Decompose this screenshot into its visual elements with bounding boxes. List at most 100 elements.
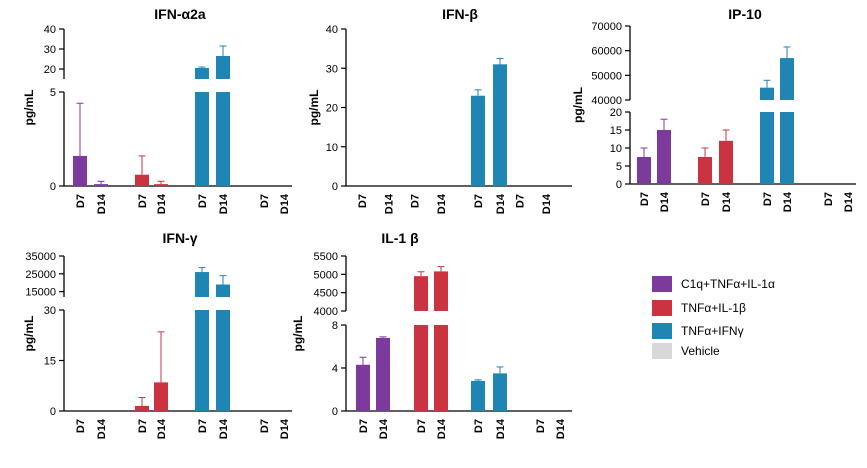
y-tick-label: 15 bbox=[610, 125, 622, 137]
chart-title: IFN-β bbox=[442, 6, 478, 22]
x-tick-label: D14 bbox=[96, 418, 108, 439]
bar bbox=[135, 405, 149, 411]
y-tick-label: 15000 bbox=[25, 287, 56, 299]
bar bbox=[760, 112, 774, 184]
bar-upper bbox=[216, 284, 230, 297]
x-tick-label: D14 bbox=[721, 191, 733, 212]
bar bbox=[637, 157, 651, 184]
y-tick-label: 0 bbox=[332, 181, 338, 193]
legend-item: TNFα+IFNγ bbox=[652, 323, 744, 339]
y-tick-label: 0 bbox=[616, 179, 622, 191]
y-tick-label: 10 bbox=[326, 142, 338, 154]
bar bbox=[195, 310, 209, 411]
y-tick-label: 0 bbox=[50, 406, 56, 418]
bar bbox=[195, 92, 209, 186]
x-tick-label: D7 bbox=[75, 419, 87, 433]
bar bbox=[216, 92, 230, 186]
legend-label: Vehicle bbox=[681, 344, 720, 358]
x-tick-label: D14 bbox=[782, 191, 794, 212]
bar bbox=[471, 380, 485, 411]
y-tick-label: 4000 bbox=[314, 306, 338, 318]
y-tick-label: 5 bbox=[616, 161, 622, 173]
y-tick-label: 4 bbox=[332, 363, 338, 375]
x-tick-label: D14 bbox=[279, 193, 291, 214]
bar-upper bbox=[216, 56, 230, 79]
x-tick-label: D14 bbox=[96, 193, 108, 214]
x-tick-label: D14 bbox=[279, 418, 291, 439]
x-tick-label: D14 bbox=[378, 418, 390, 439]
bar-upper bbox=[195, 272, 209, 297]
y-tick-label: 60000 bbox=[591, 46, 622, 58]
chart-title: IP-10 bbox=[728, 6, 762, 22]
bar bbox=[154, 184, 168, 186]
chart-title: IL-1 β bbox=[381, 230, 419, 246]
chart-panel: IFN-γ pg/mL 0 15 30 15000 25000 35000 D7 D14 D7 D14… bbox=[22, 230, 292, 439]
x-tick-label: D14 bbox=[555, 418, 567, 439]
y-tick-label: 25000 bbox=[25, 269, 56, 281]
bar bbox=[719, 140, 733, 184]
y-tick-label: 50000 bbox=[591, 70, 622, 82]
bar bbox=[698, 157, 712, 184]
x-tick-label: D14 bbox=[541, 193, 553, 214]
y-tick-label: 5 bbox=[50, 87, 56, 99]
legend-swatch bbox=[652, 343, 672, 359]
x-tick-label: D7 bbox=[410, 194, 422, 208]
x-tick-label: D14 bbox=[156, 418, 168, 439]
chart-panel: IL-1 β pg/mL 0 4 8 4000 4500 5000 5500 D7 D14 D7 D14… bbox=[291, 230, 572, 439]
y-axis-label: pg/mL bbox=[22, 90, 36, 126]
y-axis-label: pg/mL bbox=[22, 316, 36, 352]
x-tick-label: D7 bbox=[473, 194, 485, 208]
y-tick-label: 20 bbox=[326, 103, 338, 115]
y-tick-label: 15 bbox=[44, 356, 56, 368]
x-tick-label: D7 bbox=[639, 192, 651, 206]
y-tick-label: 20 bbox=[44, 64, 56, 76]
y-tick-label: 30 bbox=[326, 63, 338, 75]
x-tick-label: D7 bbox=[197, 194, 209, 208]
bar bbox=[73, 155, 87, 186]
x-tick-label: D14 bbox=[383, 193, 395, 214]
x-tick-label: D14 bbox=[436, 193, 448, 214]
y-tick-label: 35000 bbox=[25, 251, 56, 263]
legend-label: TNFα+IL-1β bbox=[681, 301, 746, 315]
y-axis-label: pg/mL bbox=[571, 87, 585, 123]
y-tick-label: 0 bbox=[50, 181, 56, 193]
x-tick-label: D7 bbox=[137, 194, 149, 208]
x-tick-label: D14 bbox=[436, 418, 448, 439]
chart-title: IFN-γ bbox=[163, 230, 198, 246]
x-tick-label: D14 bbox=[495, 193, 507, 214]
y-tick-label: 20 bbox=[610, 107, 622, 119]
bar bbox=[154, 382, 168, 411]
y-tick-label: 40 bbox=[44, 24, 56, 36]
y-axis-label: pg/mL bbox=[291, 316, 305, 352]
x-tick-label: D7 bbox=[762, 192, 774, 206]
y-axis-label: pg/mL bbox=[307, 90, 321, 126]
bar-upper bbox=[195, 68, 209, 79]
bar bbox=[356, 364, 370, 411]
x-tick-label: D7 bbox=[357, 194, 369, 208]
bar bbox=[135, 174, 149, 186]
y-tick-label: 30 bbox=[44, 305, 56, 317]
x-tick-label: D7 bbox=[259, 419, 271, 433]
chart-panel: IFN-β pg/mL 0 10 20 30 40 D7 D14 D7 D14 D7 D14 D7 D14 bbox=[307, 6, 572, 214]
bar bbox=[657, 130, 671, 184]
legend-label: TNFα+IFNγ bbox=[681, 324, 744, 338]
x-tick-label: D14 bbox=[156, 193, 168, 214]
legend-item: TNFα+IL-1β bbox=[652, 300, 746, 316]
legend-swatch bbox=[652, 323, 672, 339]
y-tick-label: 30 bbox=[44, 44, 56, 56]
x-tick-label: D7 bbox=[700, 192, 712, 206]
bar bbox=[780, 112, 794, 184]
y-tick-label: 5500 bbox=[314, 251, 338, 263]
bar-upper bbox=[780, 58, 794, 100]
chart-title: IFN-α2a bbox=[154, 6, 206, 22]
x-tick-label: D7 bbox=[535, 419, 547, 433]
x-tick-label: D7 bbox=[137, 419, 149, 433]
bar bbox=[216, 310, 230, 411]
x-tick-label: D14 bbox=[495, 418, 507, 439]
y-tick-label: 10 bbox=[610, 143, 622, 155]
y-tick-label: 40000 bbox=[591, 95, 622, 107]
bar-upper bbox=[434, 271, 448, 311]
x-tick-label: D14 bbox=[843, 191, 855, 212]
y-tick-label: 5000 bbox=[314, 269, 338, 281]
